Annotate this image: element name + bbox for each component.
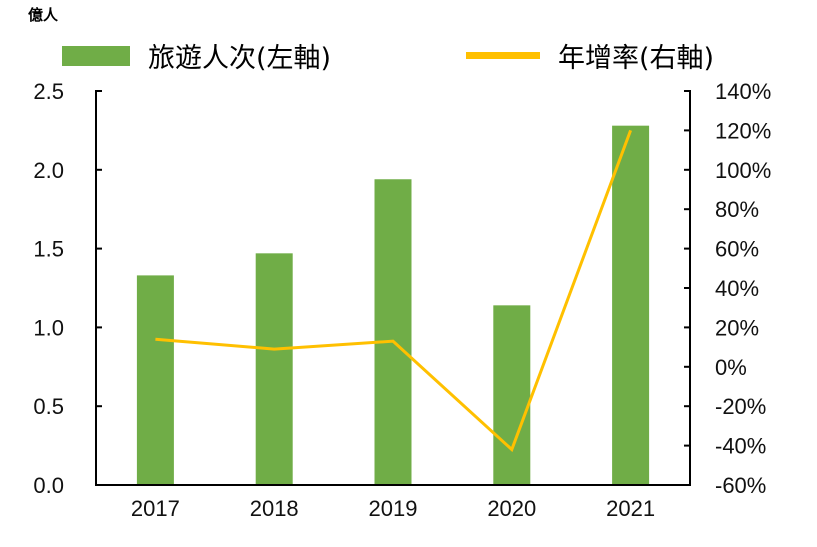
left-tick-label: 1.5 bbox=[33, 237, 64, 262]
legend-item-visitors: 旅遊人次(左軸) bbox=[62, 36, 331, 75]
right-tick-label: 40% bbox=[715, 276, 759, 301]
legend-item-growth: 年增率(右軸) bbox=[466, 36, 714, 75]
x-tick-label: 2020 bbox=[487, 496, 536, 521]
bar-swatch-icon bbox=[62, 45, 130, 66]
line-swatch-icon bbox=[466, 52, 540, 59]
bar-2018 bbox=[255, 253, 293, 485]
bar-2019 bbox=[374, 179, 412, 486]
left-tick-label: 0.0 bbox=[33, 473, 64, 498]
x-tick-label: 2017 bbox=[131, 496, 180, 521]
bar-2020 bbox=[493, 305, 531, 485]
right-tick-label: -60% bbox=[715, 473, 766, 498]
bar-2021 bbox=[612, 125, 650, 485]
left-tick-label: 0.5 bbox=[33, 394, 64, 419]
bar-2017 bbox=[136, 275, 174, 485]
right-tick-label: 100% bbox=[715, 158, 771, 183]
right-tick-label: 60% bbox=[715, 237, 759, 262]
right-tick-label: -20% bbox=[715, 394, 766, 419]
right-tick-label: 80% bbox=[715, 197, 759, 222]
right-tick-label: 0% bbox=[715, 355, 747, 380]
legend-label-visitors: 旅遊人次(左軸) bbox=[148, 43, 332, 74]
left-axis-unit-label: 億人 bbox=[28, 6, 59, 24]
right-tick-label: 120% bbox=[715, 118, 771, 143]
left-tick-label: 2.0 bbox=[33, 158, 64, 183]
right-tick-label: -40% bbox=[715, 434, 766, 459]
x-tick-label: 2021 bbox=[606, 496, 655, 521]
x-tick-label: 2018 bbox=[250, 496, 299, 521]
right-tick-label: 140% bbox=[715, 79, 771, 104]
left-tick-label: 2.5 bbox=[33, 79, 64, 104]
growth-line bbox=[155, 129, 633, 453]
x-tick-label: 2019 bbox=[369, 496, 418, 521]
left-tick-label: 1.0 bbox=[33, 315, 64, 340]
right-tick-label: 20% bbox=[715, 315, 759, 340]
legend-label-growth: 年增率(右軸) bbox=[558, 43, 715, 74]
